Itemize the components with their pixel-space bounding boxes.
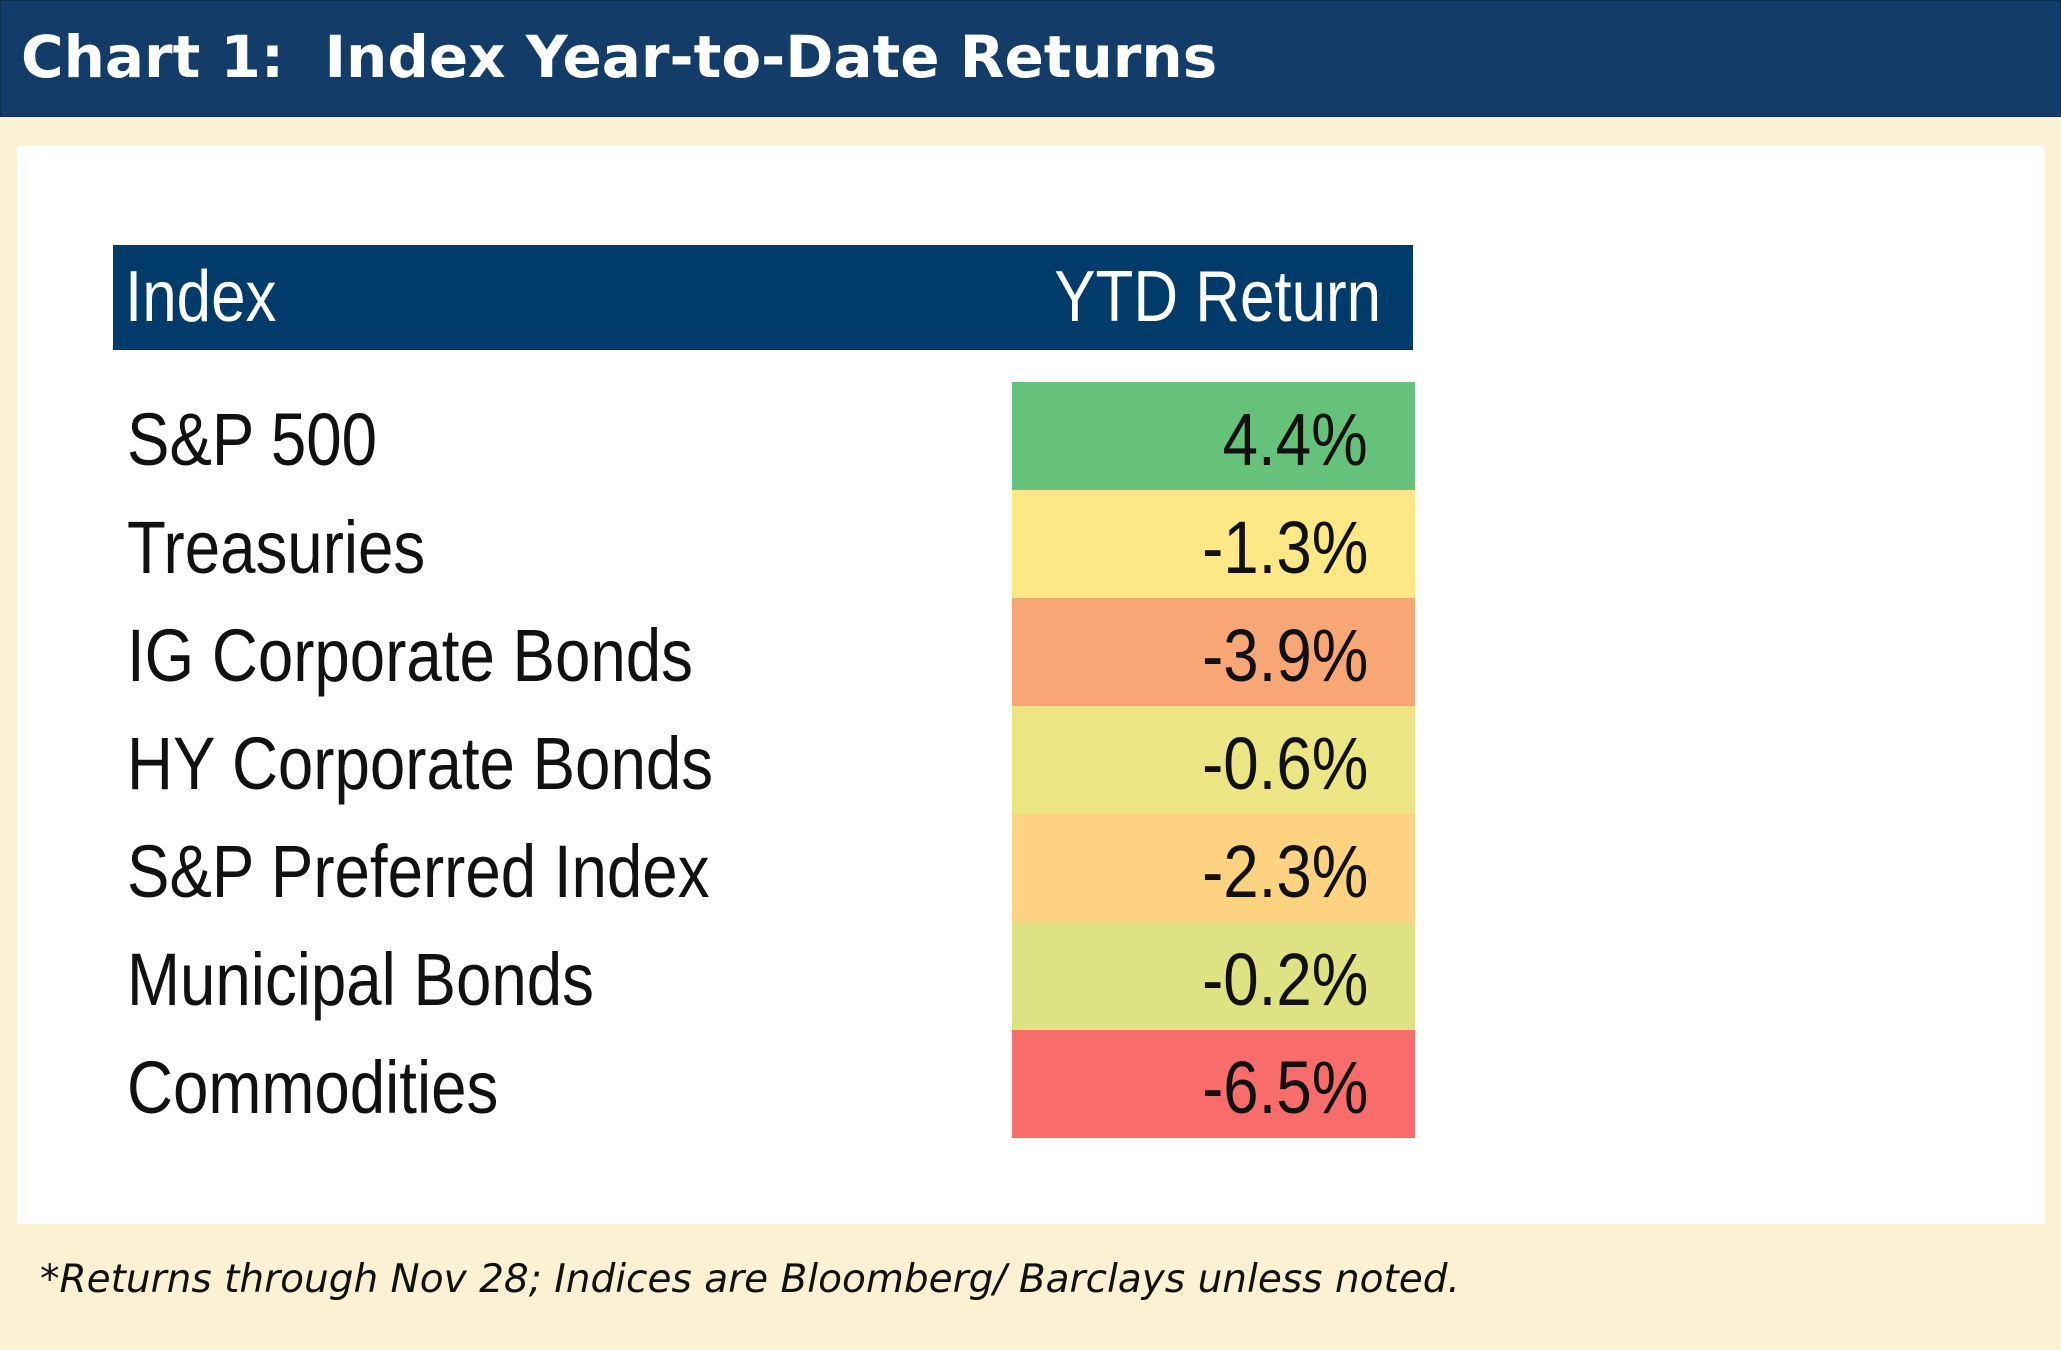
ytd-return-cell: -0.6% bbox=[1012, 706, 1415, 814]
table-header: Index YTD Return bbox=[113, 245, 1413, 350]
table-row: S&P Preferred Index -2.3% bbox=[113, 814, 1415, 922]
ytd-return-value: -2.3% bbox=[1201, 830, 1368, 913]
ytd-return-value: -6.5% bbox=[1201, 1046, 1368, 1129]
table-body: S&P 500 4.4% Treasuries -1.3% IG Corporate B… bbox=[113, 382, 1415, 1138]
row-label: S&P Preferred Index bbox=[127, 830, 710, 913]
table-row: Treasuries -1.3% bbox=[113, 490, 1415, 598]
ytd-return-value: -0.2% bbox=[1201, 938, 1368, 1021]
footnote: *Returns through Nov 28; Indices are Blo… bbox=[40, 1257, 1460, 1302]
ytd-return-cell: 4.4% bbox=[1012, 382, 1415, 490]
row-label: S&P 500 bbox=[127, 398, 378, 481]
row-label: Commodities bbox=[127, 1046, 499, 1129]
column-header-ytd-return: YTD Return bbox=[1054, 257, 1381, 337]
row-label: IG Corporate Bonds bbox=[127, 614, 693, 697]
title-bar: Chart 1: Index Year-to-Date Returns bbox=[0, 0, 2061, 117]
chart-title: Chart 1: Index Year-to-Date Returns bbox=[21, 23, 1218, 91]
table-row: Commodities -6.5% bbox=[113, 1030, 1415, 1138]
ytd-return-cell: -3.9% bbox=[1012, 598, 1415, 706]
table-row: HY Corporate Bonds -0.6% bbox=[113, 706, 1415, 814]
row-label: Treasuries bbox=[127, 506, 426, 589]
ytd-return-cell: -1.3% bbox=[1012, 490, 1415, 598]
table-row: S&P 500 4.4% bbox=[113, 382, 1415, 490]
ytd-return-value: 4.4% bbox=[1222, 398, 1368, 481]
ytd-return-cell: -2.3% bbox=[1012, 814, 1415, 922]
ytd-return-cell: -6.5% bbox=[1012, 1030, 1415, 1138]
table-row: IG Corporate Bonds -3.9% bbox=[113, 598, 1415, 706]
ytd-return-cell: -0.2% bbox=[1012, 922, 1415, 1030]
table-row: Municipal Bonds -0.2% bbox=[113, 922, 1415, 1030]
column-header-index: Index bbox=[125, 257, 277, 337]
row-label: HY Corporate Bonds bbox=[127, 722, 714, 805]
ytd-return-value: -0.6% bbox=[1201, 722, 1368, 805]
row-label: Municipal Bonds bbox=[127, 938, 594, 1021]
ytd-return-value: -1.3% bbox=[1201, 506, 1368, 589]
ytd-return-value: -3.9% bbox=[1201, 614, 1368, 697]
